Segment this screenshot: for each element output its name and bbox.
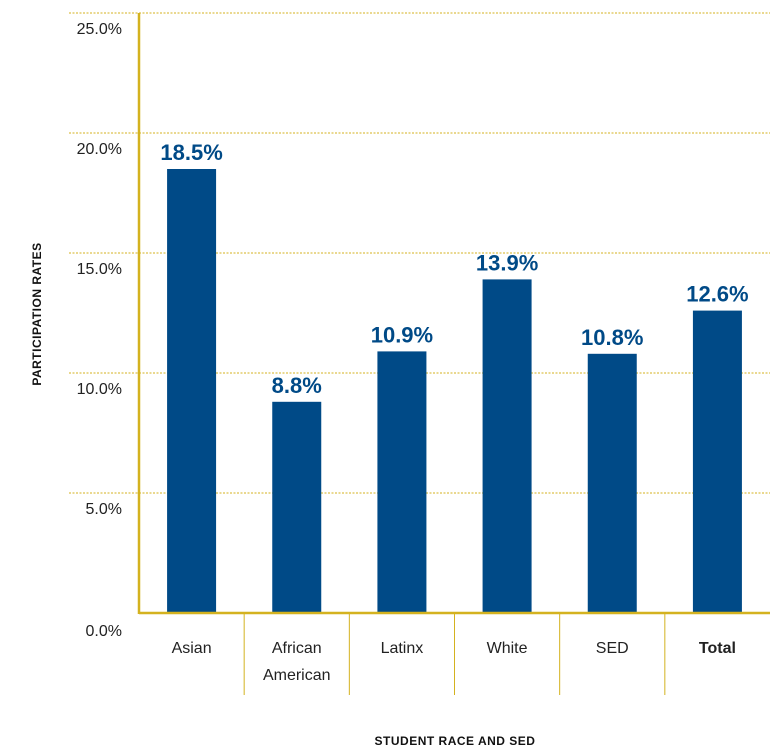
bar xyxy=(377,351,427,613)
bar xyxy=(272,401,322,613)
bar xyxy=(587,353,637,613)
y-tick-label: 25.0% xyxy=(77,21,122,38)
bar xyxy=(482,279,532,613)
bars xyxy=(167,169,742,613)
data-labels: 18.5% 8.8% 10.9% 13.9% 10.8% 12.6% xyxy=(160,140,748,398)
y-tick-label: 15.0% xyxy=(77,261,122,278)
data-label: 8.8% xyxy=(272,373,322,398)
y-tick-label: 5.0% xyxy=(86,501,122,518)
bar xyxy=(167,169,217,613)
data-label: 12.6% xyxy=(686,282,748,307)
data-label: 10.9% xyxy=(371,322,433,347)
x-tick-label: African xyxy=(272,640,322,657)
data-label: 10.8% xyxy=(581,325,643,350)
category-labels: Asian African American Latinx White SED Total xyxy=(172,640,736,684)
y-tick-label: 10.0% xyxy=(77,381,122,398)
bar xyxy=(692,310,742,613)
data-label: 13.9% xyxy=(476,250,538,275)
axes xyxy=(137,13,770,695)
x-tick-label: Total xyxy=(699,640,736,657)
x-tick-label: Asian xyxy=(172,640,212,657)
x-tick-label: SED xyxy=(596,640,629,657)
x-tick-label: Latinx xyxy=(381,640,424,657)
data-label: 18.5% xyxy=(160,140,222,165)
x-tick-label: White xyxy=(487,640,528,657)
y-axis-title: PARTICIPATION RATES xyxy=(30,242,44,385)
y-tick-labels: 0.0% 5.0% 10.0% 15.0% 20.0% 25.0% xyxy=(77,21,122,640)
x-tick-label: American xyxy=(263,667,331,684)
x-axis-title: STUDENT RACE AND SED xyxy=(375,734,536,748)
y-tick-label: 20.0% xyxy=(77,141,122,158)
y-tick-label: 0.0% xyxy=(86,623,122,640)
